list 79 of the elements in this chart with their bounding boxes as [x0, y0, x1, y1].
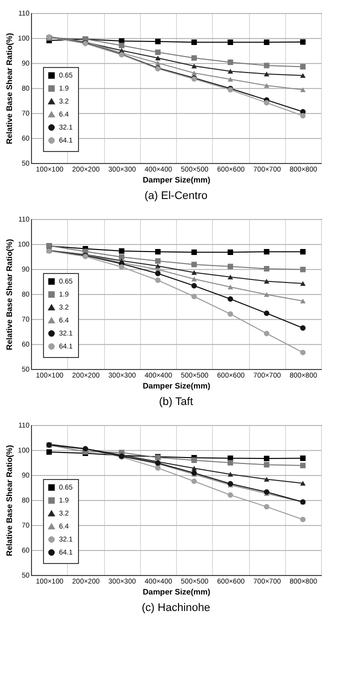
point	[191, 458, 197, 463]
point	[191, 466, 197, 471]
point	[155, 264, 161, 268]
y-axis-title: Relative Base Shear Ratio(%)	[4, 32, 14, 144]
point	[300, 516, 306, 522]
point	[300, 73, 306, 78]
point	[264, 476, 270, 482]
point	[264, 292, 270, 297]
point	[155, 258, 161, 264]
x-axis-title: Damper Size(mm)	[142, 382, 211, 390]
point	[264, 83, 270, 88]
point	[155, 56, 161, 60]
point	[264, 310, 270, 316]
point	[228, 492, 234, 498]
point	[118, 42, 124, 48]
point	[155, 465, 161, 471]
point	[300, 39, 306, 45]
point	[191, 55, 197, 61]
point	[264, 72, 270, 76]
point	[191, 294, 197, 300]
point	[264, 462, 270, 468]
point	[300, 480, 306, 486]
point	[300, 281, 306, 286]
point	[191, 283, 197, 288]
point	[191, 250, 197, 255]
point	[264, 278, 270, 284]
point	[155, 50, 161, 55]
point	[228, 76, 234, 82]
point	[228, 68, 234, 74]
point	[191, 40, 197, 45]
point	[228, 250, 234, 255]
point	[264, 504, 270, 510]
x-axis-title: Damper Size(mm)	[142, 176, 211, 184]
point	[264, 266, 270, 272]
point	[300, 87, 306, 92]
point	[228, 311, 234, 317]
point	[264, 100, 270, 106]
point	[155, 270, 161, 276]
point	[300, 456, 306, 461]
point	[191, 262, 197, 268]
point	[228, 296, 234, 302]
point	[191, 478, 197, 484]
point	[264, 249, 270, 254]
point	[300, 350, 306, 356]
point	[155, 60, 161, 66]
point	[300, 298, 306, 304]
point	[155, 249, 161, 254]
point	[228, 460, 234, 466]
y-axis-title: Relative Base Shear Ratio(%)	[4, 444, 14, 556]
x-axis-title: Damper Size(mm)	[142, 588, 211, 596]
point	[300, 266, 306, 272]
point	[300, 113, 306, 118]
point	[264, 40, 270, 45]
point	[191, 270, 197, 275]
point	[300, 64, 306, 70]
point	[228, 472, 234, 477]
point	[118, 248, 124, 254]
point	[191, 70, 197, 76]
y-axis-title: Relative Base Shear Ratio(%)	[4, 238, 14, 350]
point	[191, 64, 197, 68]
point	[46, 449, 52, 455]
text: (a) El-Centro	[144, 190, 208, 202]
point	[228, 284, 234, 290]
point	[264, 330, 270, 336]
text: (c) Hachinohe	[142, 602, 210, 614]
point	[155, 278, 161, 283]
text: (b) Taft	[158, 396, 194, 408]
point	[228, 264, 234, 270]
point	[228, 274, 234, 280]
point	[264, 456, 270, 462]
point	[228, 60, 234, 65]
point	[228, 40, 234, 45]
point	[264, 62, 270, 68]
point	[300, 325, 306, 331]
point	[155, 38, 161, 44]
point	[191, 276, 197, 282]
point	[300, 462, 306, 468]
point	[118, 264, 124, 270]
point	[300, 249, 306, 254]
